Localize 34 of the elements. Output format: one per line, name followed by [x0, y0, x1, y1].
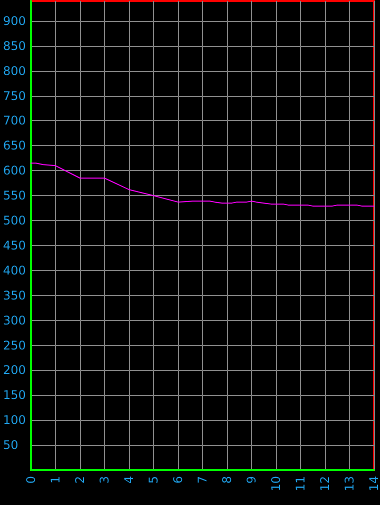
x-tick-label: 13	[342, 476, 356, 492]
x-tick-label: 4	[122, 476, 136, 484]
x-tick-label: 8	[220, 476, 234, 484]
y-tick-label: 50	[3, 438, 18, 452]
x-tick-label: 1	[48, 476, 62, 484]
y-tick-label: 500	[3, 214, 26, 228]
y-tick-label: 400	[3, 263, 26, 278]
x-tick-label: 11	[294, 476, 308, 492]
y-tick-label: 450	[3, 238, 26, 252]
y-tick-label: 250	[3, 338, 26, 352]
line-series	[30, 162, 374, 207]
y-tick-label: 900	[3, 14, 26, 28]
y-tick-label: 650	[3, 138, 26, 153]
y-tick-label: 550	[3, 188, 26, 203]
x-tick-label: 6	[171, 476, 185, 484]
y-tick-label: 100	[3, 413, 26, 428]
y-tick-label: 600	[3, 164, 26, 178]
y-tick-label: 750	[3, 88, 26, 103]
x-tick-label: 14	[367, 476, 380, 492]
x-tick-label: 0	[24, 476, 38, 484]
x-tick-label: 10	[269, 476, 283, 492]
y-tick-label: 850	[3, 38, 26, 53]
y-tick-label: 700	[3, 114, 26, 128]
y-tick-label: 200	[3, 363, 26, 378]
y-tick-label: 350	[3, 288, 26, 302]
y-tick-label: 300	[3, 313, 26, 328]
x-tick-label: 7	[196, 476, 210, 484]
x-tick-label: 3	[98, 476, 112, 484]
x-tick-label: 12	[318, 476, 332, 492]
x-tick-label: 9	[244, 476, 258, 484]
x-tick-label: 2	[73, 476, 87, 484]
x-tick-label: 5	[146, 476, 160, 484]
y-tick-label: 150	[3, 388, 26, 402]
y-tick-label: 800	[3, 64, 26, 78]
